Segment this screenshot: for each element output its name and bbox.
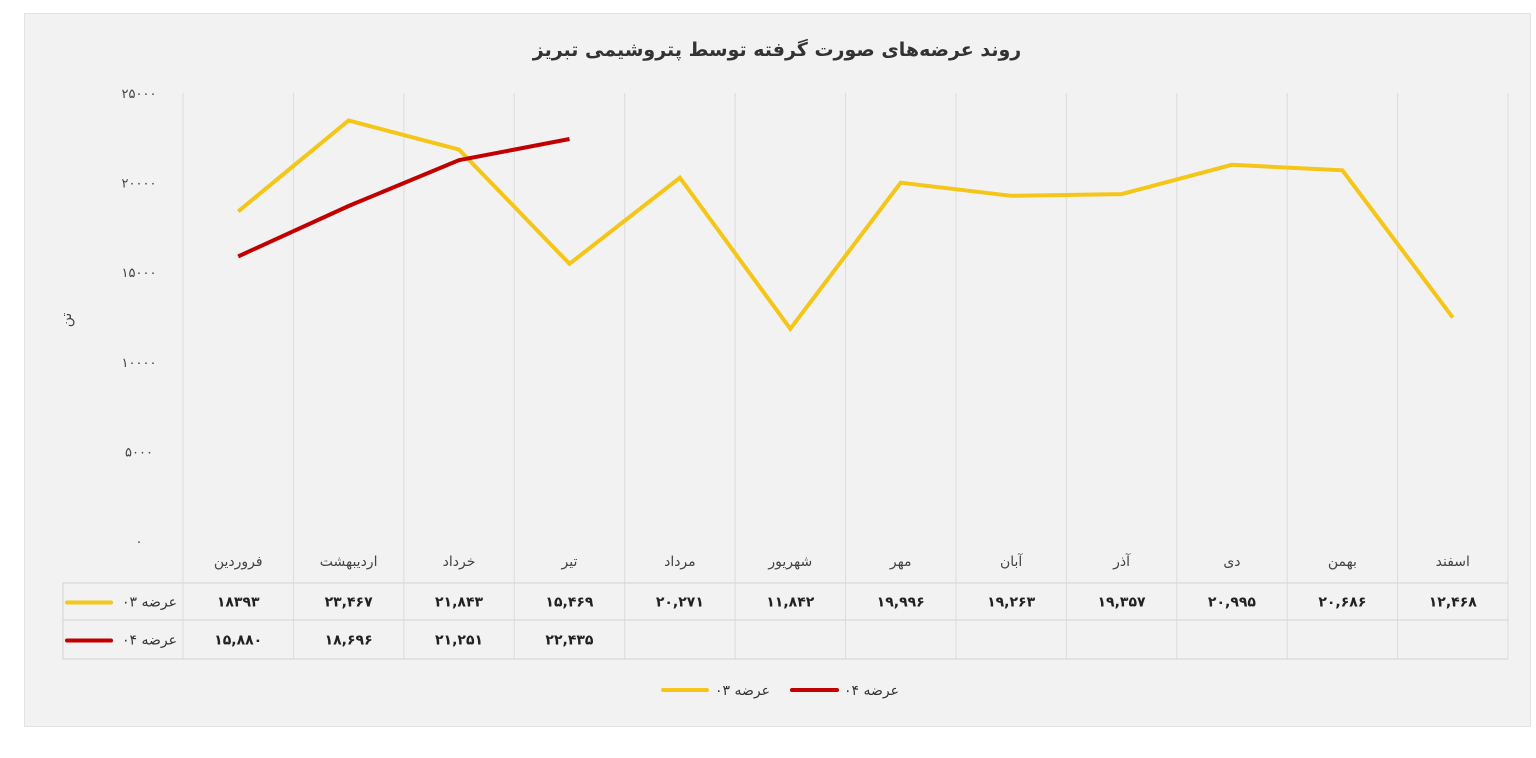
category-label: تیر <box>561 554 578 570</box>
category-label: خرداد <box>443 554 476 570</box>
table-cell-value: ۱۹,۲۶۳ <box>987 595 1035 611</box>
category-label: مرداد <box>664 554 696 570</box>
y-tick-label: ۲۵۰۰۰ <box>122 87 157 102</box>
table-series-label: عرضه ۰۴ <box>122 633 177 649</box>
category-label: شهریور <box>767 554 812 570</box>
y-tick-label: ۵۰۰۰ <box>125 445 153 460</box>
table-cell-value: ۲۰,۹۹۵ <box>1208 595 1256 611</box>
category-label: آبان <box>1000 553 1023 570</box>
data-table: فروردین اردیبهشت خرداد تیر مرداد شهریور مهر آبا… <box>62 553 1508 660</box>
series-lines <box>236 118 1455 333</box>
category-label: اردیبهشت <box>320 554 378 570</box>
y-tick-label: ۱۰۰۰۰ <box>122 356 157 371</box>
category-label: مهر <box>889 554 912 570</box>
category-label: آذر <box>1112 553 1131 570</box>
category-label: اسفند <box>1436 554 1470 570</box>
table-cell-value: ۲۲,۴۳۵ <box>545 633 593 649</box>
category-label: بهمن <box>1328 554 1357 570</box>
category-label: فروردین <box>214 554 263 570</box>
chart-title: روند عرضه‌های صورت گرفته توسط پتروشیمی ت… <box>532 38 1022 61</box>
table-cell-value: ۲۳,۴۶۷ <box>325 595 373 611</box>
table-cell-value: ۲۰,۲۷۱ <box>656 595 704 611</box>
grid-layer <box>182 93 1509 659</box>
table-cell-value: ۱۹,۹۹۶ <box>877 595 925 611</box>
legend-label: عرضه ۰۳ <box>715 683 770 699</box>
y-tick-layer: ۰ ۵۰۰۰ ۱۰۰۰۰ ۱۵۰۰۰ ۲۰۰۰۰ ۲۵۰۰۰ <box>122 87 157 550</box>
y-axis-unit-label: تن <box>59 313 75 328</box>
chart-panel: روند عرضه‌های صورت گرفته توسط پتروشیمی ت… <box>24 13 1531 727</box>
table-cell-value: ۱۸,۶۹۶ <box>325 633 373 649</box>
chart-svg: روند عرضه‌های صورت گرفته توسط پتروشیمی ت… <box>59 38 1509 699</box>
series-line <box>236 118 1455 333</box>
legend: عرضه ۰۳ عرضه ۰۴ <box>661 683 899 699</box>
y-tick-label: ۰ <box>136 535 143 550</box>
table-cell-value: ۱۵,۴۶۹ <box>545 595 593 611</box>
table-cell-value: ۲۱,۸۴۳ <box>435 595 483 611</box>
y-tick-label: ۲۰۰۰۰ <box>122 177 157 192</box>
table-cell-value: ۲۱,۲۵۱ <box>435 633 483 649</box>
table-cell-value: ۱۹,۳۵۷ <box>1098 595 1146 611</box>
legend-label: عرضه ۰۴ <box>844 683 899 699</box>
table-cell-value: ۲۰,۶۸۶ <box>1318 595 1366 611</box>
table-cell-value: ۱۵,۸۸۰ <box>214 633 262 649</box>
table-cell-value: ۱۱,۸۴۲ <box>766 595 814 611</box>
table-cell-value: ۱۸۳۹۳ <box>217 595 260 611</box>
table-cell-value: ۱۲,۴۶۸ <box>1429 595 1477 611</box>
series-line <box>237 137 570 259</box>
category-label: دی <box>1223 554 1240 570</box>
table-series-label: عرضه ۰۳ <box>122 595 177 611</box>
y-tick-label: ۱۵۰۰۰ <box>122 266 157 281</box>
